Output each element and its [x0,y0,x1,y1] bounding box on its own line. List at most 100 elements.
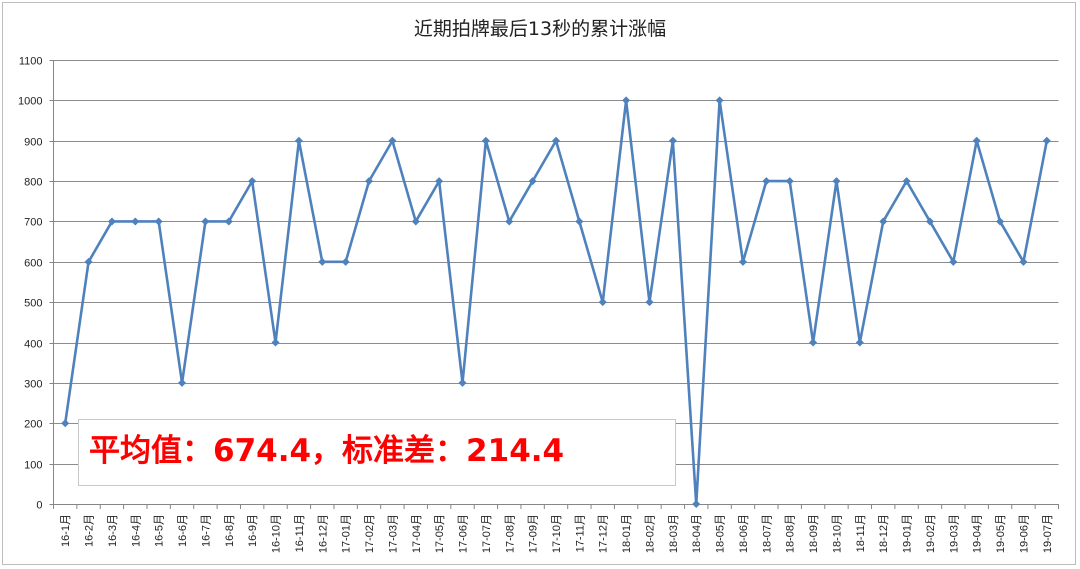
x-tick-label: 18-12月 [878,514,890,553]
data-point [668,136,677,145]
data-point [1042,136,1051,145]
data-point [785,177,794,186]
data-point [855,338,864,347]
data-point [622,96,631,105]
data-point [762,177,771,186]
stats-annotation: 平均值：674.4，标准差：214.4 [78,419,676,486]
x-tick-label: 19-02月 [925,514,937,553]
x-tick-label: 17-08月 [504,514,516,553]
data-point [481,136,490,145]
data-point [178,378,187,387]
x-tick-label: 17-09月 [528,514,540,553]
x-tick-label: 16-4月 [130,514,142,547]
y-tick-label: 300 [24,379,42,391]
x-tick-label: 17-11月 [574,514,586,552]
x-tick-label: 16-6月 [177,514,189,547]
x-tick-label: 17-10月 [551,514,563,553]
data-point [365,177,374,186]
x-tick-label: 19-03月 [948,514,960,553]
x-tick-label: 18-07月 [761,514,773,553]
data-point [248,177,257,186]
x-tick-label: 18-05月 [715,514,727,553]
x-tick-label: 16-7月 [200,514,212,547]
x-tick-label: 17-03月 [387,514,399,553]
x-tick-label: 18-06月 [738,514,750,553]
data-point [271,338,280,347]
x-tick-label: 16-11月 [294,514,306,552]
data-point [996,217,1005,226]
x-tick-label: 18-01月 [621,514,633,553]
chart-title: 近期拍牌最后13秒的累计涨幅 [413,18,667,40]
x-tick-label: 16-10月 [271,514,283,553]
data-point [61,419,70,428]
x-tick-label: 19-05月 [995,514,1007,553]
y-tick-label: 0 [36,500,42,512]
x-tick-label: 17-05月 [434,514,446,553]
y-tick-label: 100 [24,460,42,472]
x-tick-label: 18-03月 [668,514,680,553]
data-point [107,217,116,226]
data-point [411,217,420,226]
y-tick-label: 400 [24,339,42,351]
x-tick-label: 17-06月 [458,514,470,553]
y-tick-label: 1100 [19,56,43,68]
data-point [715,96,724,105]
y-tick-label: 1000 [18,96,42,108]
data-point [598,298,607,307]
x-tick-label: 19-06月 [1018,514,1030,553]
data-point [84,257,93,266]
data-point [294,136,303,145]
x-tick-label: 16-5月 [154,514,166,547]
x-tick-label: 16-9月 [247,514,259,547]
x-tick-label: 18-02月 [644,514,656,553]
y-tick-label: 900 [24,137,42,149]
data-point [552,136,560,145]
data-point [341,257,350,266]
data-point [1019,257,1028,266]
y-tick-label: 200 [24,419,42,431]
data-point [131,217,140,226]
data-point [388,136,397,145]
data-point [925,217,934,226]
y-tick-label: 800 [24,177,42,189]
data-point [738,257,747,266]
data-point [832,177,841,186]
x-tick-label: 17-02月 [364,514,376,553]
x-tick-label: 17-01月 [341,514,353,553]
x-tick-label: 18-09月 [808,514,820,553]
data-point [201,217,210,226]
y-tick-label: 500 [24,298,42,310]
x-tick-label: 19-07月 [1042,514,1054,553]
x-tick-label: 18-10月 [831,514,843,553]
x-tick-label: 16-3月 [107,514,119,547]
x-tick-label: 16-1月 [60,514,72,547]
data-point [318,257,327,266]
data-point [528,177,537,186]
x-tick-label: 16-12月 [317,514,329,553]
data-point [692,500,701,508]
x-tick-label: 18-11月 [855,514,867,552]
data-point [809,338,818,347]
x-tick-label: 16-8月 [224,514,236,547]
data-point [505,217,514,226]
x-tick-label: 19-01月 [902,514,914,553]
x-tick-label: 19-04月 [972,514,984,553]
x-tick-label: 17-12月 [598,514,610,553]
data-point [902,177,911,186]
data-point [224,217,233,226]
x-tick-label: 18-08月 [785,514,797,553]
x-tick-label: 17-04月 [411,514,423,553]
data-point [879,217,888,226]
x-tick-label: 18-04月 [691,514,703,553]
y-tick-label: 700 [24,217,42,229]
y-tick-label: 600 [24,258,42,270]
data-point [645,298,654,307]
data-point [458,378,467,387]
x-tick-label: 17-07月 [481,514,493,553]
data-point [435,177,444,186]
data-point [949,257,958,266]
data-point [154,217,163,226]
x-tick-label: 16-2月 [84,514,96,547]
